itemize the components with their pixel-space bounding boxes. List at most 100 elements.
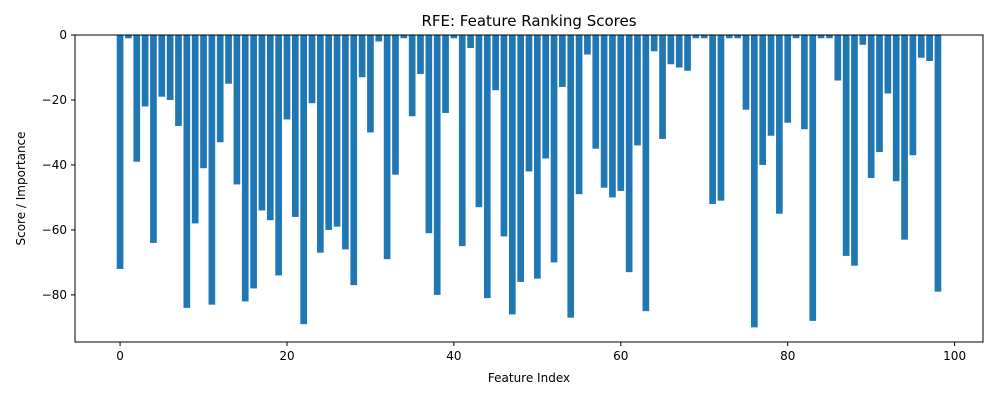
bars-group <box>116 35 942 328</box>
bar-feature-96 <box>917 35 925 58</box>
bar-feature-4 <box>150 35 157 243</box>
bar-feature-2 <box>133 35 141 162</box>
bar-feature-59 <box>609 35 616 198</box>
bar-feature-50 <box>534 35 541 279</box>
bar-feature-5 <box>158 35 166 97</box>
bar-feature-66 <box>667 35 675 65</box>
x-tick-label: 100 <box>943 349 966 363</box>
plot-frame <box>74 34 984 343</box>
bar-feature-57 <box>592 35 600 149</box>
bar-feature-0 <box>116 35 124 269</box>
bar-feature-55 <box>575 35 583 195</box>
bar-feature-19 <box>275 35 282 276</box>
bar-feature-97 <box>926 35 933 61</box>
bar-feature-30 <box>367 35 374 133</box>
bar-feature-63 <box>642 35 650 312</box>
bar-feature-52 <box>550 35 558 263</box>
bar-feature-31 <box>375 35 383 42</box>
bar-feature-14 <box>233 35 241 185</box>
bar-feature-82 <box>801 35 808 130</box>
bar-feature-84 <box>817 35 825 39</box>
bar-feature-90 <box>867 35 875 178</box>
bar-feature-65 <box>659 35 666 139</box>
bar-feature-32 <box>383 35 391 260</box>
bar-feature-91 <box>876 35 883 152</box>
bar-feature-98 <box>934 35 942 292</box>
bar-feature-10 <box>200 35 207 169</box>
bar-feature-25 <box>325 35 333 230</box>
y-tick-label: −20 <box>42 93 67 107</box>
bar-feature-73 <box>725 35 733 39</box>
bar-feature-9 <box>191 35 199 224</box>
bar-feature-33 <box>392 35 399 175</box>
bar-feature-62 <box>634 35 641 146</box>
chart-title: RFE: Feature Ranking Scores <box>421 12 636 30</box>
bar-feature-51 <box>542 35 550 159</box>
bar-feature-64 <box>650 35 658 52</box>
bar-feature-21 <box>291 35 299 217</box>
bar-feature-80 <box>784 35 792 123</box>
bar-feature-79 <box>776 35 783 214</box>
bar-feature-18 <box>266 35 274 221</box>
bar-feature-26 <box>333 35 341 227</box>
bar-feature-43 <box>475 35 483 208</box>
bar-feature-28 <box>350 35 358 286</box>
bar-feature-20 <box>283 35 291 120</box>
y-tick-label: −80 <box>42 288 67 302</box>
bar-feature-17 <box>258 35 266 211</box>
x-axis-ticks: 0 20 40 60 80 100 <box>116 342 966 363</box>
bar-feature-36 <box>417 35 424 74</box>
x-tick-label: 20 <box>279 349 294 363</box>
bar-feature-41 <box>458 35 466 247</box>
bar-feature-12 <box>216 35 224 143</box>
bar-feature-72 <box>717 35 725 201</box>
bar-feature-60 <box>617 35 625 191</box>
bar-feature-89 <box>859 35 867 45</box>
bar-feature-95 <box>909 35 917 156</box>
bar-feature-70 <box>700 35 708 39</box>
y-tick-label: 0 <box>59 28 67 42</box>
bar-feature-16 <box>250 35 257 289</box>
bar-feature-75 <box>742 35 750 110</box>
bar-feature-94 <box>901 35 908 240</box>
x-tick-label: 40 <box>446 349 461 363</box>
bar-feature-1 <box>125 35 132 39</box>
bar-feature-87 <box>842 35 850 256</box>
bar-feature-37 <box>425 35 433 234</box>
bar-feature-77 <box>759 35 767 165</box>
bar-feature-56 <box>584 35 591 55</box>
bar-feature-93 <box>892 35 900 182</box>
y-axis-label: Score / Importance <box>14 131 28 245</box>
bar-feature-49 <box>525 35 533 172</box>
bar-feature-3 <box>141 35 149 107</box>
bar-feature-71 <box>709 35 716 204</box>
bar-feature-24 <box>317 35 324 253</box>
bar-feature-27 <box>342 35 349 250</box>
bar-feature-58 <box>600 35 608 188</box>
bar-feature-45 <box>492 35 499 91</box>
y-tick-label: −60 <box>42 223 67 237</box>
bar-feature-35 <box>408 35 416 117</box>
bar-feature-40 <box>450 35 458 39</box>
bar-feature-86 <box>834 35 842 81</box>
bar-feature-67 <box>675 35 683 68</box>
bar-feature-44 <box>483 35 491 299</box>
y-tick-label: −40 <box>42 158 67 172</box>
bar-feature-85 <box>826 35 833 39</box>
bar-feature-81 <box>792 35 800 39</box>
bar-feature-15 <box>241 35 249 302</box>
bar-feature-69 <box>692 35 700 39</box>
x-tick-label: 80 <box>780 349 795 363</box>
bar-feature-34 <box>400 35 408 39</box>
bar-feature-83 <box>809 35 817 321</box>
bar-feature-76 <box>750 35 758 328</box>
bar-feature-74 <box>734 35 741 39</box>
x-tick-label: 0 <box>116 349 124 363</box>
bar-feature-48 <box>517 35 524 282</box>
x-axis-label: Feature Index <box>488 371 570 385</box>
bar-feature-92 <box>884 35 892 94</box>
bar-feature-11 <box>208 35 216 305</box>
bar-feature-7 <box>175 35 182 126</box>
bar-feature-47 <box>508 35 516 315</box>
bar-feature-8 <box>183 35 191 308</box>
